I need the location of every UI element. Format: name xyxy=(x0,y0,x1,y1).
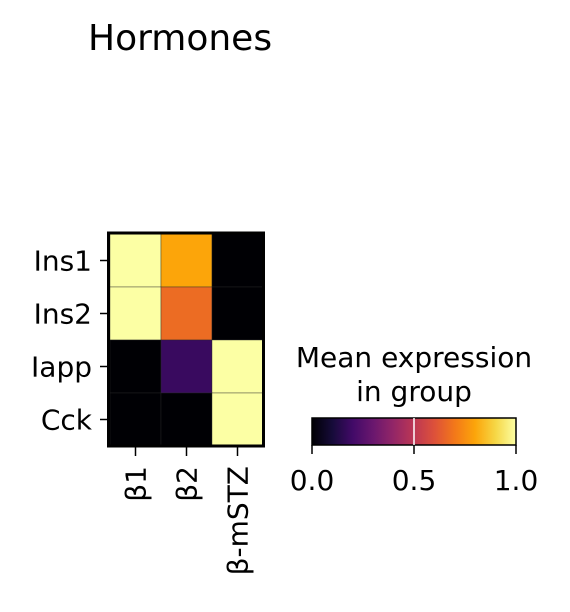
row-labels: Ins1 Ins2 Iapp Cck xyxy=(31,245,109,437)
heatmap-frame xyxy=(107,231,265,448)
heatmap-cell xyxy=(109,339,162,394)
colorbar-tick-label: 1.0 xyxy=(494,464,539,497)
heatmap-cell xyxy=(211,233,264,288)
colorbar-title-line1: Mean expression xyxy=(296,341,532,374)
colorbar-title-line2: in group xyxy=(356,375,472,408)
heatmap-cell xyxy=(160,233,213,288)
heatmap-cell xyxy=(109,392,162,447)
column-label: β-mSTZ xyxy=(222,466,255,575)
heatmap-cells xyxy=(109,233,264,447)
row-label: Iapp xyxy=(31,351,92,384)
heatmap-cell xyxy=(109,286,162,341)
column-labels: β1 β2 β-mSTZ xyxy=(120,447,255,575)
colorbar-ticks: 0.0 0.5 1.0 xyxy=(290,445,539,497)
heatmap-cell xyxy=(160,392,213,447)
column-label: β2 xyxy=(171,466,204,502)
heatmap-cell xyxy=(211,392,264,447)
row-label: Ins1 xyxy=(34,245,92,278)
heatmap-cell xyxy=(211,286,264,341)
heatmap-cell xyxy=(160,339,213,394)
colorbar-tick-label: 0.0 xyxy=(290,464,335,497)
heatmap-cell xyxy=(109,233,162,288)
row-label: Ins2 xyxy=(34,298,92,331)
chart-title: Hormones xyxy=(88,18,272,59)
row-label: Cck xyxy=(41,404,93,437)
heatmap-cell xyxy=(211,339,264,394)
heatmap-cell xyxy=(160,286,213,341)
column-label: β1 xyxy=(120,466,153,502)
colorbar-tick-label: 0.5 xyxy=(392,464,437,497)
